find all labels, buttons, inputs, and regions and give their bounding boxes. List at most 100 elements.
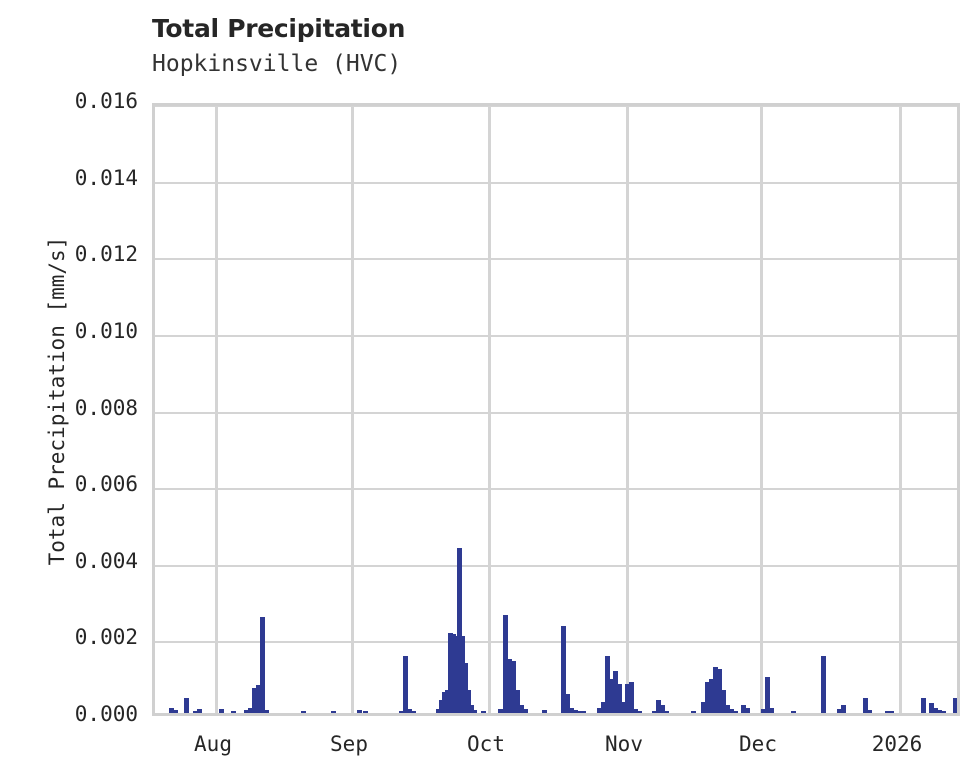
y-axis-tick-label: 0.004 [74, 548, 138, 573]
chart-title: Total Precipitation [152, 14, 406, 43]
bar [936, 709, 942, 713]
bar [196, 709, 202, 713]
bar [441, 691, 447, 713]
y-axis-tick-label: 0.016 [74, 89, 138, 113]
bar [616, 684, 622, 713]
bar [183, 697, 189, 713]
gridline-horizontal [155, 106, 957, 107]
bar [928, 703, 934, 713]
y-axis-tick-label: 0.006 [74, 472, 138, 497]
bar [450, 634, 456, 713]
x-axis-tick-label: Nov [605, 732, 643, 756]
y-axis-tick-label: 0.010 [74, 318, 138, 343]
bar [768, 708, 774, 713]
bar [952, 697, 957, 713]
bar [732, 710, 738, 713]
bar [716, 668, 722, 713]
bar [172, 709, 178, 713]
bar [410, 710, 416, 713]
bar [888, 711, 894, 713]
bar [700, 701, 706, 713]
bar [940, 710, 946, 713]
bar [600, 702, 606, 713]
bar [740, 705, 746, 713]
x-axis-tick-labels: Aug Sep Oct Nov Dec 2026 [0, 732, 980, 766]
bar [564, 693, 570, 713]
bar [522, 709, 528, 713]
bar [572, 709, 578, 713]
bar [402, 655, 408, 713]
bar [628, 682, 634, 713]
bar [300, 711, 306, 713]
bar [659, 705, 665, 713]
bar [932, 708, 938, 713]
bar [790, 710, 796, 713]
y-axis-tick-label: 0.002 [74, 625, 138, 650]
bar [514, 690, 520, 713]
bar [655, 699, 661, 713]
bar [604, 655, 610, 713]
gridline-horizontal [155, 641, 957, 644]
bar [663, 710, 669, 713]
bar [230, 711, 236, 713]
bar [608, 678, 614, 713]
bar [580, 710, 586, 713]
bar [398, 711, 404, 713]
bar [468, 705, 474, 713]
bar [168, 708, 174, 713]
bar [247, 708, 253, 713]
bar [541, 709, 547, 713]
bar [465, 690, 471, 713]
y-axis-tick-label: 0.012 [74, 242, 138, 267]
bar [624, 684, 630, 713]
bar [690, 710, 696, 713]
plot-inner [155, 106, 957, 713]
bar [820, 655, 826, 713]
bar [506, 659, 512, 713]
bar [744, 708, 750, 713]
bar [956, 709, 957, 713]
bar [760, 709, 766, 713]
bar [704, 682, 710, 713]
bar [636, 710, 642, 713]
gridline-vertical [899, 106, 902, 713]
bar [471, 709, 477, 713]
gridline-horizontal [155, 564, 957, 567]
x-axis-tick-label: Oct [467, 732, 505, 756]
y-axis-tick-label: 0.008 [74, 395, 138, 420]
gridline-horizontal [155, 334, 957, 337]
y-axis-tick-label: 0.000 [74, 702, 138, 726]
bar [480, 711, 486, 713]
bar [764, 676, 770, 713]
bar [459, 636, 465, 713]
bar [330, 711, 336, 713]
bar [462, 663, 468, 713]
y-axis-tick-label: 0.014 [74, 165, 138, 190]
bar [724, 705, 730, 713]
x-axis-tick-label: Dec [739, 732, 777, 756]
bar [456, 548, 462, 713]
bar [708, 678, 714, 713]
bar [447, 632, 453, 713]
bar [620, 701, 626, 713]
gridline-vertical [351, 106, 354, 713]
gridline-vertical [626, 106, 629, 713]
bar [651, 711, 657, 713]
bar [568, 708, 574, 713]
x-axis-tick-label: Sep [330, 732, 368, 756]
bar [438, 699, 444, 713]
gridline-horizontal [155, 181, 957, 184]
x-axis-tick-label: Aug [194, 732, 232, 756]
bar [243, 709, 249, 713]
bar [836, 709, 842, 713]
bar [840, 705, 846, 713]
bar [596, 708, 602, 713]
bar [263, 709, 269, 713]
y-axis-tick-labels: 0.000 0.002 0.004 0.006 0.008 0.010 0.012 0.014… [0, 89, 138, 726]
bar [866, 709, 872, 713]
bar [497, 709, 503, 713]
bar [728, 709, 734, 713]
gridline-horizontal [155, 411, 957, 414]
gridline-vertical [488, 106, 491, 713]
